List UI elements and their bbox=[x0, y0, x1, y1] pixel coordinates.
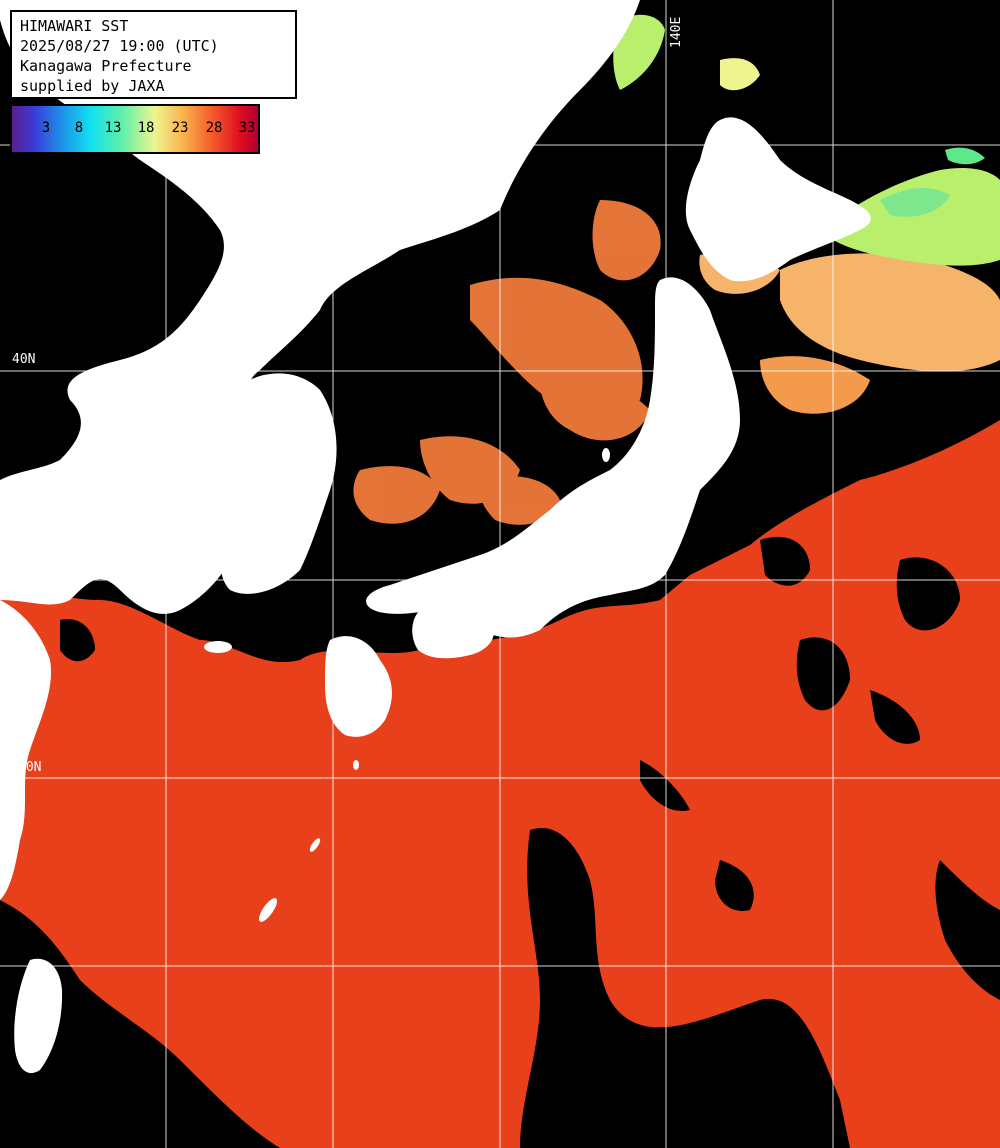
colorbar-labels: 3 8 13 18 23 28 33 bbox=[12, 120, 258, 140]
land-jeju bbox=[204, 641, 232, 653]
colorbar-label: 8 bbox=[74, 120, 84, 136]
land-izu-1 bbox=[348, 719, 356, 731]
land-china-coast bbox=[0, 600, 51, 900]
map-title: HIMAWARI SST bbox=[20, 17, 129, 35]
land-ulleung bbox=[400, 128, 420, 152]
latitude-label-30n: 30N bbox=[18, 760, 42, 775]
colorbar-label: 33 bbox=[238, 120, 256, 136]
colorbar-label: 3 bbox=[41, 120, 51, 136]
map-datetime: 2025/08/27 19:00 (UTC) bbox=[20, 37, 219, 55]
map-credit: supplied by JAXA bbox=[20, 77, 165, 95]
land-honshu bbox=[366, 277, 740, 638]
colorbar-label: 18 bbox=[137, 120, 155, 136]
land-taiwan bbox=[14, 958, 63, 1074]
land-izu-2 bbox=[353, 760, 359, 770]
latitude-label-40n: 40N bbox=[12, 352, 36, 367]
temperature-colorbar: 3 8 13 18 23 28 33 bbox=[10, 104, 260, 154]
land-kyushu bbox=[325, 636, 392, 737]
land-shikoku bbox=[412, 608, 494, 659]
cloud-cover-south bbox=[0, 536, 1000, 1148]
land-hokkaido bbox=[685, 117, 871, 282]
longitude-label-140e: 140E bbox=[669, 2, 689, 48]
colorbar-label: 13 bbox=[104, 120, 122, 136]
map-region: Kanagawa Prefecture bbox=[20, 57, 192, 75]
colorbar-label: 28 bbox=[205, 120, 223, 136]
land-okinawa-2 bbox=[309, 838, 321, 852]
land-sado bbox=[602, 448, 610, 462]
colorbar-label: 23 bbox=[171, 120, 189, 136]
land-korea bbox=[220, 373, 337, 594]
map-info-box: HIMAWARI SST 2025/08/27 19:00 (UTC) Kana… bbox=[10, 10, 297, 99]
longitude-label-text: 140E bbox=[669, 16, 684, 48]
land-okinawa-1 bbox=[258, 898, 278, 922]
